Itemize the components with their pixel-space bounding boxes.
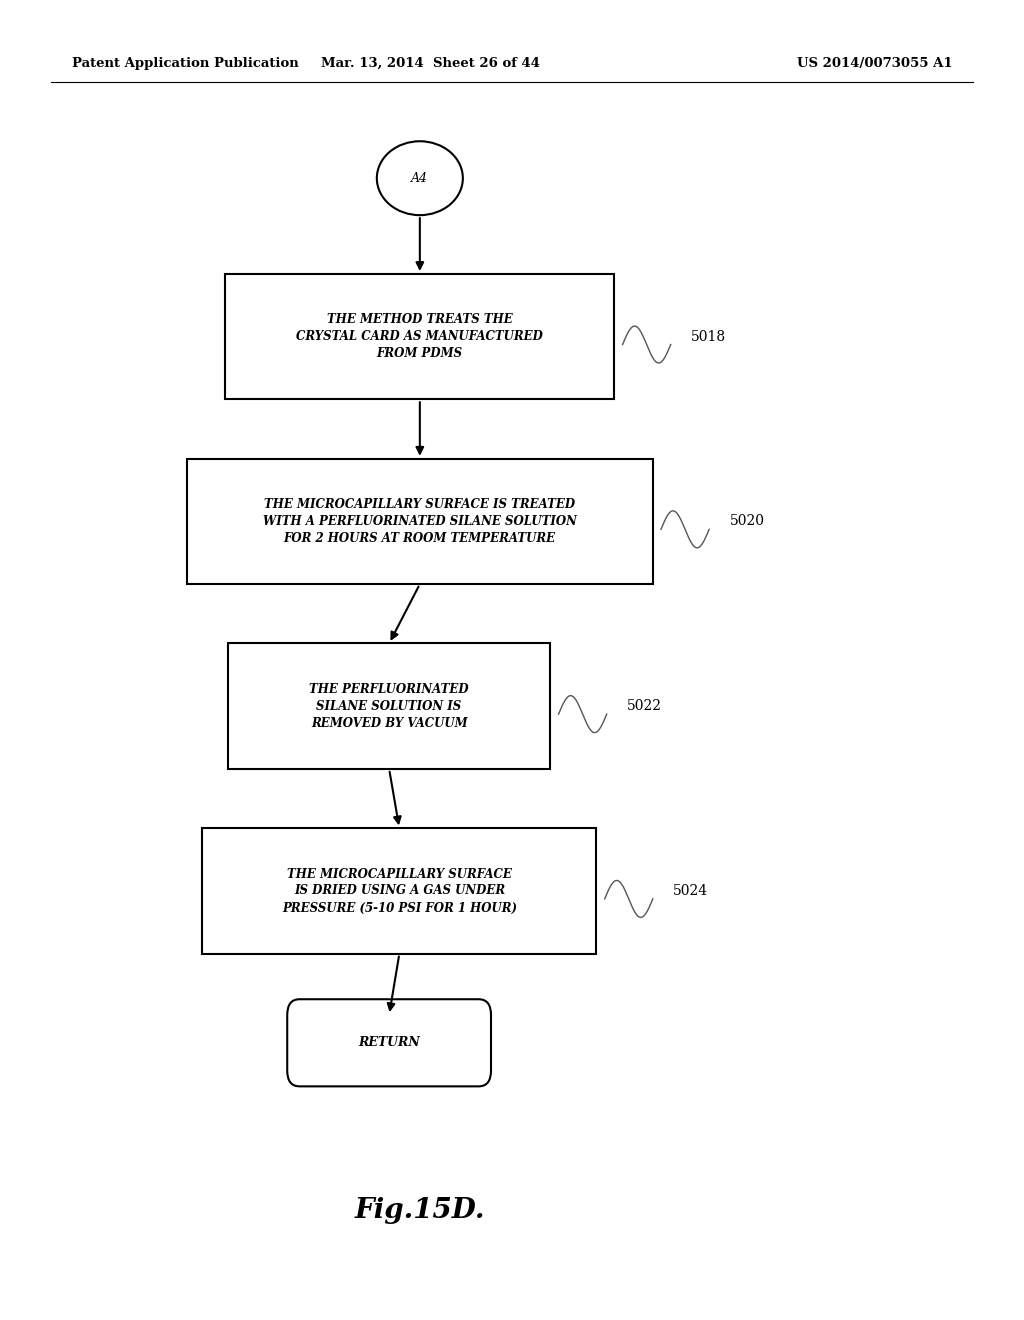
Text: THE METHOD TREATS THE
CRYSTAL CARD AS MANUFACTURED
FROM PDMS: THE METHOD TREATS THE CRYSTAL CARD AS MA…	[296, 313, 544, 360]
Text: THE MICROCAPILLARY SURFACE IS TREATED
WITH A PERFLUORINATED SILANE SOLUTION
FOR : THE MICROCAPILLARY SURFACE IS TREATED WI…	[263, 498, 577, 545]
Text: 5020: 5020	[729, 515, 765, 528]
Text: 5018: 5018	[691, 330, 726, 343]
Text: US 2014/0073055 A1: US 2014/0073055 A1	[797, 57, 952, 70]
Text: Mar. 13, 2014  Sheet 26 of 44: Mar. 13, 2014 Sheet 26 of 44	[321, 57, 540, 70]
Text: A4: A4	[412, 172, 428, 185]
Text: RETURN: RETURN	[358, 1036, 420, 1049]
Text: THE MICROCAPILLARY SURFACE
IS DRIED USING A GAS UNDER
PRESSURE (5-10 PSI FOR 1 H: THE MICROCAPILLARY SURFACE IS DRIED USIN…	[282, 867, 517, 915]
Text: 5024: 5024	[674, 884, 709, 898]
Text: Patent Application Publication: Patent Application Publication	[72, 57, 298, 70]
Text: Fig.15D.: Fig.15D.	[354, 1197, 485, 1224]
Text: THE PERFLUORINATED
SILANE SOLUTION IS
REMOVED BY VACUUM: THE PERFLUORINATED SILANE SOLUTION IS RE…	[309, 682, 469, 730]
Text: 5022: 5022	[627, 700, 663, 713]
